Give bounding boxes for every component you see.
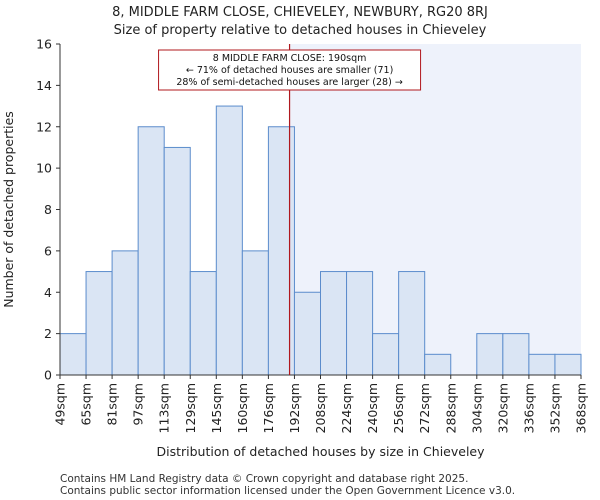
x-tick-label-176sqm: 176sqm (261, 383, 276, 433)
x-tick-label-97sqm: 97sqm (131, 383, 146, 426)
footer-line-2: Contains public sector information licen… (60, 485, 515, 497)
bar-97sqm (137, 126, 165, 376)
y-tick-label-0: 0 (44, 368, 52, 383)
x-tick-label-145sqm: 145sqm (209, 383, 224, 433)
x-tick-label-49sqm: 49sqm (53, 383, 68, 426)
x-tick-label-129sqm: 129sqm (183, 383, 198, 433)
property-annotation: 8 MIDDLE FARM CLOSE: 190sqm ← 71% of det… (158, 49, 422, 91)
x-tick-label-113sqm: 113sqm (157, 383, 172, 433)
bar-192sqm (293, 291, 322, 376)
bar-256sqm (398, 271, 426, 376)
y-tick-label-16: 16 (36, 37, 52, 52)
chart-subtitle: Size of property relative to detached ho… (114, 23, 487, 38)
x-tick-label-65sqm: 65sqm (79, 383, 94, 426)
annotation-line-3: 28% of semi-detached houses are larger (… (176, 77, 403, 88)
bar-65sqm (85, 271, 113, 376)
x-tick-label-240sqm: 240sqm (365, 383, 380, 433)
annotation-line-1: 8 MIDDLE FARM CLOSE: 190sqm (213, 53, 367, 64)
x-tick-label-272sqm: 272sqm (417, 383, 432, 433)
annotation-line-2: ← 71% of detached houses are smaller (71… (186, 65, 393, 76)
bars-group (59, 105, 582, 376)
x-tick-label-352sqm: 352sqm (547, 383, 562, 433)
bar-129sqm (189, 271, 217, 376)
bar-336sqm (528, 353, 556, 376)
x-tick-label-192sqm: 192sqm (287, 383, 302, 433)
y-axis-label: Number of detached properties (1, 111, 16, 308)
x-tick-label-336sqm: 336sqm (521, 383, 536, 433)
x-tick-label-208sqm: 208sqm (313, 383, 328, 433)
bar-113sqm (163, 146, 191, 376)
x-tick-label-224sqm: 224sqm (339, 383, 354, 433)
x-tick-label-320sqm: 320sqm (495, 383, 510, 433)
chart-title: 8, MIDDLE FARM CLOSE, CHIEVELEY, NEWBURY… (112, 5, 488, 20)
bar-352sqm (554, 353, 582, 376)
bar-320sqm (502, 333, 530, 376)
annotation-box (158, 49, 422, 91)
y-tick-label-8: 8 (44, 202, 52, 217)
x-axis-label: Distribution of detached houses by size … (156, 444, 485, 459)
y-tick-label-12: 12 (36, 119, 52, 134)
bar-304sqm (476, 333, 504, 376)
bar-224sqm (346, 271, 374, 376)
x-tick-label-81sqm: 81sqm (105, 383, 120, 426)
x-tick-label-368sqm: 368sqm (574, 383, 589, 433)
footer-line-1: Contains HM Land Registry data © Crown c… (60, 473, 468, 485)
bar-160sqm (241, 250, 269, 376)
y-tick-label-2: 2 (44, 326, 52, 341)
bar-176sqm (267, 126, 295, 376)
bar-272sqm (424, 353, 452, 376)
x-tick-label-256sqm: 256sqm (391, 383, 406, 433)
x-tick-label-304sqm: 304sqm (469, 383, 484, 433)
bar-81sqm (111, 250, 139, 376)
bar-49sqm (59, 333, 87, 376)
y-tick-label-4: 4 (44, 285, 52, 300)
y-tick-label-6: 6 (44, 243, 52, 258)
bar-145sqm (215, 105, 243, 376)
y-tick-label-10: 10 (36, 161, 52, 176)
x-axis: 49sqm 65sqm 81sqm 97sqm 113sqm 129sqm 145sqm 16… (53, 374, 589, 433)
bar-208sqm (320, 271, 348, 376)
y-axis: 0 2 4 6 8 10 12 14 16 (36, 37, 61, 383)
x-tick-label-160sqm: 160sqm (235, 383, 250, 433)
bar-240sqm (372, 333, 400, 376)
y-tick-label-14: 14 (36, 78, 52, 93)
x-tick-label-288sqm: 288sqm (443, 383, 458, 433)
